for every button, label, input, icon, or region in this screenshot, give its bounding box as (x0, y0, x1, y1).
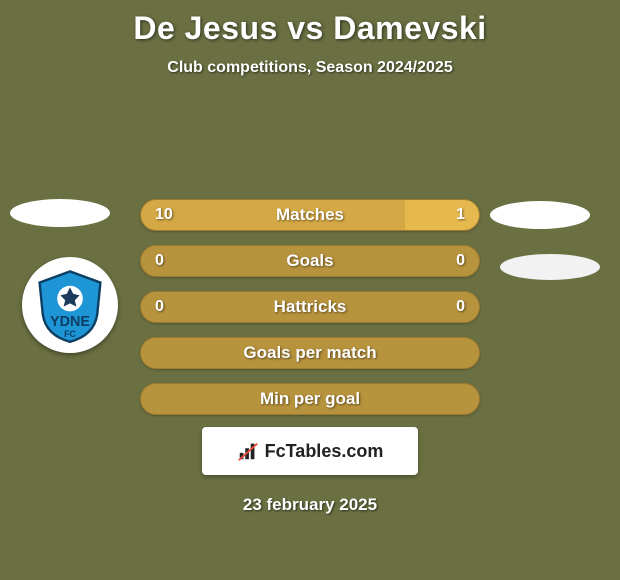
ellipse-left (10, 199, 110, 227)
svg-text:YDNE: YDNE (50, 314, 90, 330)
page-title: De Jesus vs Damevski (0, 0, 620, 47)
club-badge-icon: YDNEFC (30, 265, 110, 345)
page-subtitle: Club competitions, Season 2024/2025 (0, 59, 620, 77)
branding-box: FcTables.com (202, 427, 418, 475)
stat-label: Goals per match (141, 343, 479, 363)
ellipse-right-top (490, 201, 590, 229)
stat-label: Hattricks (141, 297, 479, 317)
footer-date: 23 february 2025 (0, 495, 620, 515)
stat-value-left: 0 (155, 298, 164, 316)
club-badge: YDNEFC (22, 257, 118, 353)
stat-row-goals: Goals0 0 (140, 245, 480, 277)
stat-label: Min per goal (141, 389, 479, 409)
bar-chart-icon (237, 440, 259, 462)
stat-label: Goals (141, 251, 479, 271)
stat-row-matches: Matches10 1 (140, 199, 480, 231)
stat-value-right: 0 (456, 252, 465, 270)
stat-label: Matches (141, 205, 479, 225)
stat-row-hattricks: Hattricks0 0 (140, 291, 480, 323)
stat-value-left: 0 (155, 252, 164, 270)
svg-text:FC: FC (64, 329, 76, 339)
branding-text: FcTables.com (265, 441, 384, 462)
stat-row-min-per-goal: Min per goal (140, 383, 480, 415)
comparison-canvas: YDNEFC Matches101Goals00Hattricks00Goals… (0, 77, 620, 577)
stat-value-left: 10 (155, 206, 173, 224)
ellipse-right-mid (500, 254, 600, 280)
stat-row-goals-per-match: Goals per match (140, 337, 480, 369)
stat-value-right: 1 (456, 206, 465, 224)
stat-value-right: 0 (456, 298, 465, 316)
